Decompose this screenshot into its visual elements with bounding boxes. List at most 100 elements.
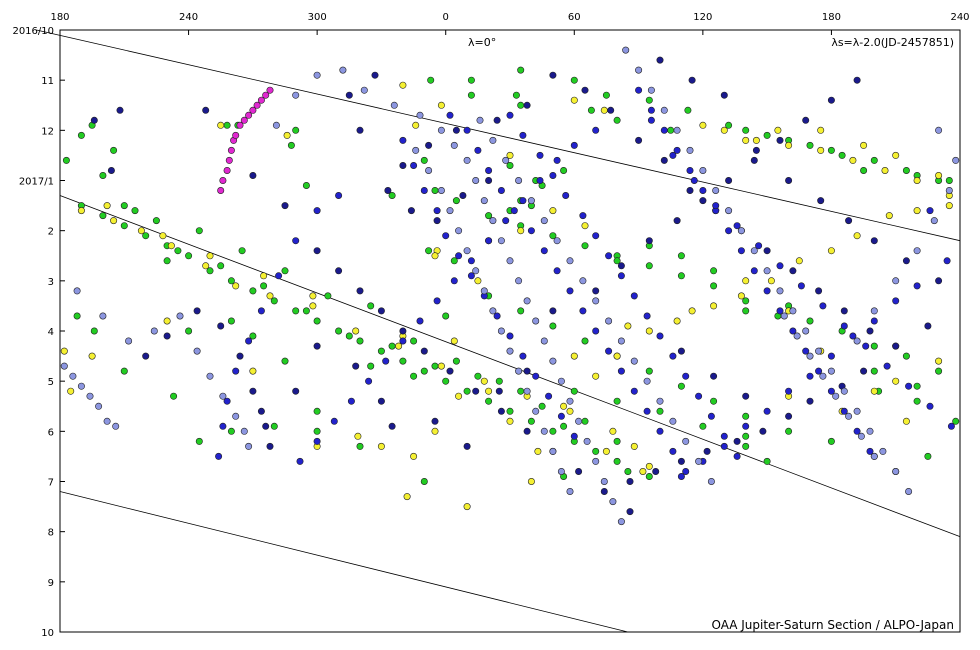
data-point-green: [185, 327, 193, 335]
data-point-yellow: [609, 427, 617, 435]
data-point-lightblue: [845, 412, 853, 420]
data-point-green: [227, 277, 235, 285]
data-point-lightblue: [60, 362, 68, 370]
data-point-yellow: [913, 207, 921, 215]
data-point-green: [935, 367, 943, 375]
data-point-navy: [472, 387, 480, 395]
data-point-lightblue: [647, 86, 655, 94]
data-point-yellow: [437, 101, 445, 109]
data-point-navy: [759, 427, 767, 435]
data-point-navy: [399, 327, 407, 335]
data-point-green: [356, 337, 364, 345]
data-point-lightblue: [905, 487, 913, 495]
data-point-green: [592, 447, 600, 455]
data-point-blue: [510, 207, 518, 215]
data-point-green: [485, 212, 493, 220]
data-point-lightblue: [827, 367, 835, 375]
data-point-lightblue: [73, 287, 81, 295]
data-point-lightblue: [450, 141, 458, 149]
data-point-yellow: [645, 462, 653, 470]
data-point-navy: [815, 287, 823, 295]
data-point-green: [656, 407, 664, 415]
data-point-yellow: [395, 342, 403, 350]
data-point-lightblue: [712, 187, 720, 195]
data-point-green: [302, 182, 310, 190]
data-point-yellow: [767, 277, 775, 285]
data-point-navy: [617, 262, 625, 270]
data-point-lightblue: [707, 477, 715, 485]
data-point-lightblue: [540, 337, 548, 345]
data-point-blue: [455, 252, 463, 260]
data-point-blue: [335, 192, 343, 200]
data-point-navy: [485, 177, 493, 185]
data-point-blue: [905, 382, 913, 390]
data-point-green: [427, 76, 435, 84]
data-point-green: [506, 162, 514, 170]
data-point-lightblue: [176, 312, 184, 320]
data-point-green: [677, 382, 685, 390]
data-point-blue: [647, 106, 655, 114]
data-point-yellow: [881, 167, 889, 175]
data-point-green: [131, 207, 139, 215]
data-point-navy: [217, 322, 225, 330]
data-point-blue: [485, 167, 493, 175]
data-point-green: [238, 247, 246, 255]
data-point-blue: [643, 407, 651, 415]
data-point-blue: [647, 116, 655, 124]
data-point-navy: [626, 508, 634, 516]
data-point-green: [667, 126, 675, 134]
data-point-green: [742, 126, 750, 134]
data-point-blue: [750, 267, 758, 275]
data-point-blue: [506, 111, 514, 119]
data-point-yellow: [450, 337, 458, 345]
data-point-navy: [581, 86, 589, 94]
data-point-yellow: [602, 447, 610, 455]
data-point-yellow: [431, 252, 439, 260]
y-axis-tick-label: 7: [48, 478, 54, 489]
data-point-blue: [913, 282, 921, 290]
data-point-lightblue: [879, 447, 887, 455]
data-point-yellow: [870, 387, 878, 395]
data-point-navy: [924, 322, 932, 330]
data-point-magenta: [257, 96, 265, 104]
data-point-green: [645, 262, 653, 270]
data-point-lightblue: [592, 457, 600, 465]
data-point-blue: [292, 237, 300, 245]
data-point-lightblue: [480, 197, 488, 205]
data-point-navy: [399, 162, 407, 170]
data-point-blue: [699, 187, 707, 195]
data-point-yellow: [431, 427, 439, 435]
data-point-blue: [849, 332, 857, 340]
data-point-green: [467, 76, 475, 84]
y-axis-tick-label: 11: [41, 76, 54, 87]
data-point-lightblue: [592, 297, 600, 305]
data-point-blue: [660, 126, 668, 134]
data-point-navy: [592, 287, 600, 295]
data-point-green: [870, 342, 878, 350]
data-point-green: [517, 101, 525, 109]
data-point-lightblue: [553, 237, 561, 245]
data-point-navy: [720, 91, 728, 99]
data-point-blue: [733, 452, 741, 460]
data-point-green: [742, 442, 750, 450]
data-point-lightblue: [540, 427, 548, 435]
data-point-yellow: [795, 257, 803, 265]
data-point-green: [495, 377, 503, 385]
data-point-lightblue: [673, 126, 681, 134]
data-point-navy: [313, 342, 321, 350]
data-point-navy: [660, 156, 668, 164]
data-point-yellow: [592, 372, 600, 380]
data-point-green: [223, 121, 231, 129]
data-point-blue: [947, 422, 955, 430]
data-point-lightblue: [232, 412, 240, 420]
data-point-navy: [802, 116, 810, 124]
data-point-navy: [142, 352, 150, 360]
data-point-yellow: [463, 503, 471, 511]
data-point-blue: [862, 342, 870, 350]
data-point-green: [913, 382, 921, 390]
data-point-yellow: [566, 407, 574, 415]
data-point-navy: [356, 287, 364, 295]
data-point-navy: [652, 467, 660, 475]
data-point-lightblue: [870, 452, 878, 460]
data-point-lightblue: [913, 247, 921, 255]
